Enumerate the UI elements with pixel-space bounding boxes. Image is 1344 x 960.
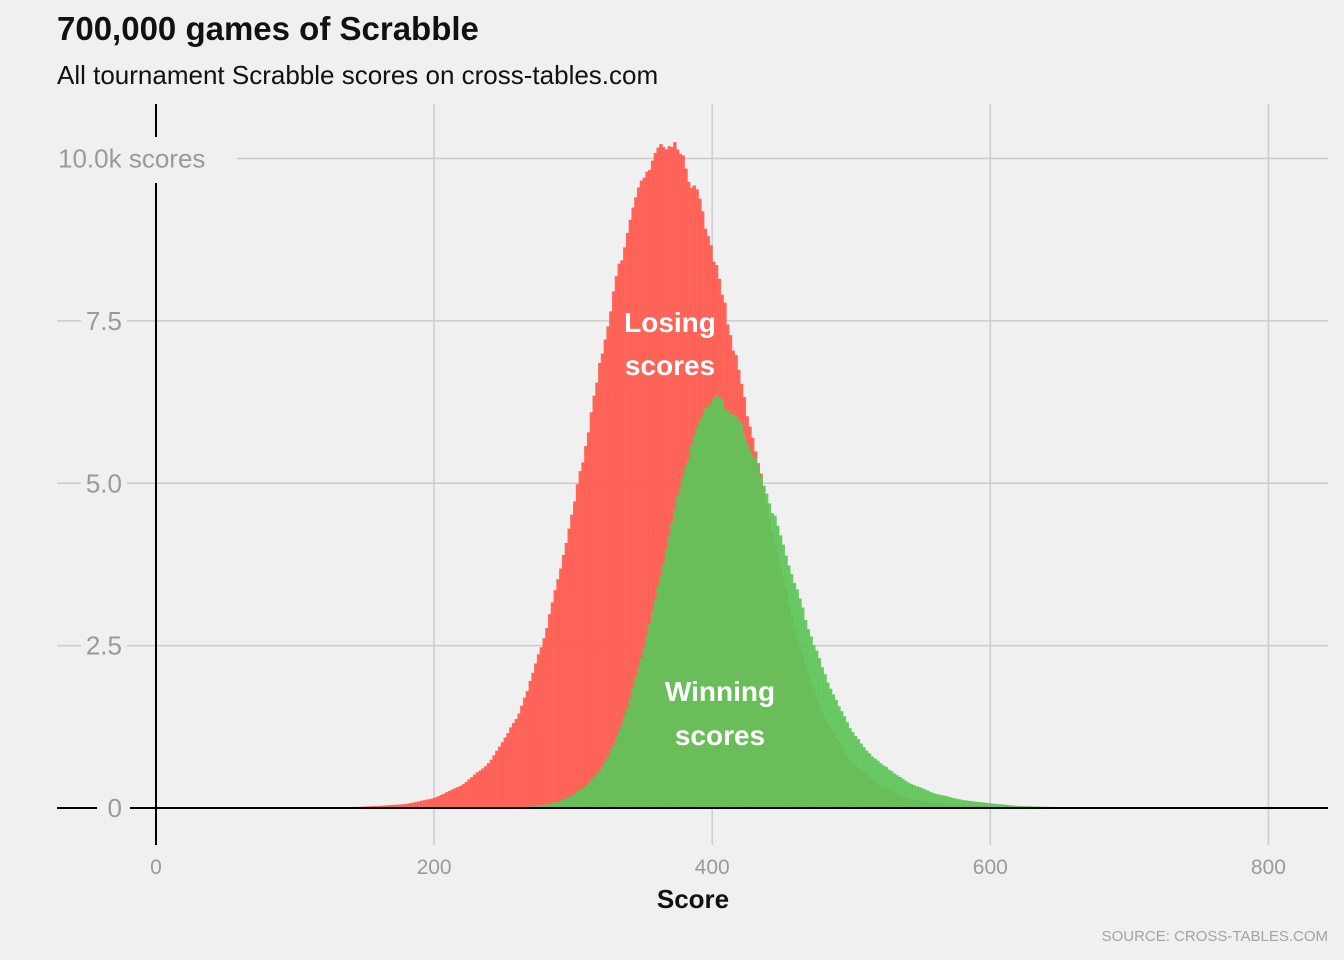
series-winning-bars	[506, 394, 1116, 809]
y-tick-label: 5.0	[86, 468, 122, 498]
x-tick-label: 600	[973, 856, 1008, 879]
axes	[57, 104, 1328, 845]
source-note: SOURCE: CROSS-TABLES.COM	[1101, 928, 1328, 945]
x-axis-title: Score	[657, 884, 729, 914]
x-tick-label: 0	[150, 856, 162, 879]
y-tick-label: 2.5	[86, 631, 122, 661]
series-label-losing-line2: scores	[625, 350, 715, 381]
y-tick-label: 0	[108, 793, 122, 823]
x-tick-label: 800	[1251, 856, 1286, 879]
y-tick-label-gap	[80, 642, 127, 649]
y-tick-label: 10.0k scores	[58, 144, 205, 174]
chart-title: 700,000 games of Scrabble	[57, 10, 479, 47]
series-label-winning-line2: scores	[675, 720, 765, 751]
tick-labels: 0 200 400 600 800 0 2.5 5.0 7.5 10.0k scores	[58, 144, 1286, 880]
chart-subtitle: All tournament Scrabble scores on cross-…	[57, 60, 659, 90]
series-labels: Losing scores Winning scores	[624, 307, 775, 751]
series-label-losing: Losing	[624, 307, 716, 338]
y-tick-label: 7.5	[86, 306, 122, 336]
x-tick-label: 400	[695, 856, 730, 879]
series-label-winning: Winning	[665, 676, 775, 707]
x-tick-label: 200	[417, 856, 452, 879]
y-tick-label-gap	[80, 480, 127, 487]
histogram-bars	[306, 142, 1116, 809]
y-tick-label-gap	[80, 317, 127, 324]
